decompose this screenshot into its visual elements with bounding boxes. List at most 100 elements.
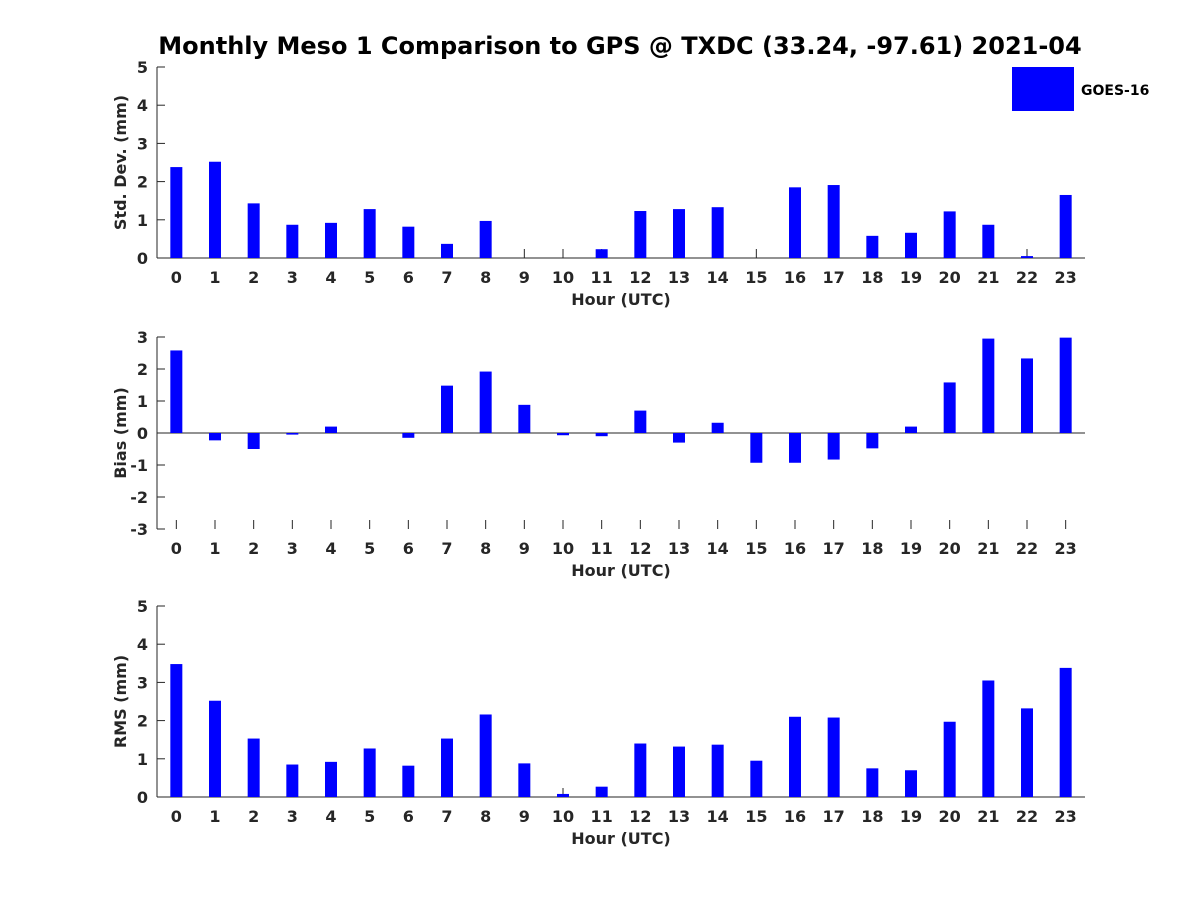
bias-x-tick-label: 18	[861, 539, 883, 558]
std-dev-bar	[982, 224, 995, 258]
bias-x-tick-label: 20	[939, 539, 961, 558]
bias-x-tick-label: 13	[668, 539, 690, 558]
bias-bar	[479, 371, 492, 433]
bias-x-tick-label: 5	[364, 539, 375, 558]
std-dev-y-tick-label: 5	[137, 58, 148, 77]
bias-x-tick-label: 12	[629, 539, 651, 558]
rms-y-tick-label: 0	[137, 788, 148, 807]
rms-x-tick-label: 4	[325, 807, 336, 826]
std-dev-x-tick-label: 23	[1055, 268, 1077, 287]
bias-x-tick-label: 14	[707, 539, 729, 558]
rms-y-tick-label: 3	[137, 673, 148, 692]
rms-x-tick-label: 19	[900, 807, 922, 826]
rms-bar	[286, 764, 299, 797]
legend: GOES-16	[1012, 67, 1149, 111]
std-dev-x-tick-label: 14	[707, 268, 729, 287]
rms-bar	[247, 738, 260, 797]
rms-x-tick-label: 0	[171, 807, 182, 826]
rms-y-tick-label: 5	[137, 597, 148, 616]
rms-bar	[170, 664, 183, 797]
std-dev-x-tick-label: 6	[403, 268, 414, 287]
std-dev-bar	[247, 203, 260, 258]
bias-bar	[286, 433, 299, 435]
std-dev-x-tick-label: 7	[441, 268, 452, 287]
rms-x-label: Hour (UTC)	[571, 829, 671, 848]
bias-bar	[441, 385, 453, 433]
std-dev-bar	[943, 211, 956, 258]
std-dev-x-tick-label: 4	[325, 268, 336, 287]
rms-bar	[325, 761, 337, 797]
bias-y-tick-label: 3	[137, 328, 148, 347]
bias-y-tick-label: -1	[130, 456, 148, 475]
rms-bar	[943, 721, 956, 797]
rms-y-tick-label: 1	[137, 750, 148, 769]
std-dev-bar	[711, 207, 724, 258]
rms-x-tick-label: 15	[745, 807, 767, 826]
rms-x-tick-label: 14	[707, 807, 729, 826]
rms-x-tick-label: 17	[823, 807, 845, 826]
bias-bar	[943, 382, 956, 433]
std-dev-y-tick-label: 3	[137, 134, 148, 153]
std-dev-x-tick-label: 9	[519, 268, 530, 287]
rms-x-tick-label: 10	[552, 807, 574, 826]
bias-bar	[247, 433, 260, 449]
bias-x-tick-label: 10	[552, 539, 574, 558]
std-dev-y-label: Std. Dev. (mm)	[111, 95, 130, 230]
rms-x-tick-label: 18	[861, 807, 883, 826]
rms-x-tick-label: 3	[287, 807, 298, 826]
rms-bar	[866, 768, 879, 797]
rms-bar	[673, 746, 685, 797]
bias-x-tick-label: 1	[209, 539, 220, 558]
rms-x-tick-label: 1	[209, 807, 220, 826]
bias-y-tick-label: 2	[137, 360, 148, 379]
rms-bar	[402, 765, 415, 797]
rms-bar	[209, 700, 221, 797]
rms-bar	[827, 717, 840, 797]
rms-bar	[711, 744, 724, 797]
legend-swatch	[1012, 67, 1074, 111]
rms-x-tick-label: 21	[977, 807, 999, 826]
std-dev-x-tick-label: 8	[480, 268, 491, 287]
bias-bar	[711, 422, 724, 433]
std-dev-x-tick-label: 15	[745, 268, 767, 287]
std-dev-bar	[479, 220, 492, 258]
rms-bar	[518, 763, 531, 797]
rms-bar	[982, 680, 995, 797]
bias-y-tick-label: 0	[137, 424, 148, 443]
std-dev-bar	[595, 249, 608, 258]
std-dev-bar	[1021, 256, 1033, 258]
std-dev-x-tick-label: 13	[668, 268, 690, 287]
std-dev-x-tick-label: 21	[977, 268, 999, 287]
rms-bar	[595, 786, 608, 797]
bias-x-tick-label: 3	[287, 539, 298, 558]
std-dev-bar	[402, 226, 415, 258]
std-dev-y-tick-label: 0	[137, 249, 148, 268]
std-dev-bar	[905, 232, 917, 258]
legend-label: GOES-16	[1081, 83, 1149, 99]
std-dev-bar	[827, 185, 840, 258]
rms-bar	[363, 748, 376, 797]
rms-x-tick-label: 6	[403, 807, 414, 826]
rms-bar	[1059, 667, 1072, 797]
rms-x-tick-label: 13	[668, 807, 690, 826]
std-dev-bar	[789, 187, 801, 258]
std-dev-x-label: Hour (UTC)	[571, 290, 671, 309]
std-dev-bar	[441, 243, 453, 258]
std-dev-bar	[170, 167, 183, 258]
bias-x-tick-label: 22	[1016, 539, 1038, 558]
std-dev-x-tick-label: 5	[364, 268, 375, 287]
rms-x-tick-label: 5	[364, 807, 375, 826]
std-dev-y-tick-label: 4	[137, 96, 148, 115]
bias-x-tick-label: 11	[591, 539, 613, 558]
rms-bar	[789, 716, 801, 797]
bias-bar	[789, 433, 801, 463]
bias-bar	[673, 433, 685, 443]
bias-x-tick-label: 6	[403, 539, 414, 558]
bias-bar	[518, 404, 531, 433]
std-dev-y-tick-label: 2	[137, 173, 148, 192]
rms-bar	[1021, 708, 1033, 797]
rms-x-tick-label: 9	[519, 807, 530, 826]
